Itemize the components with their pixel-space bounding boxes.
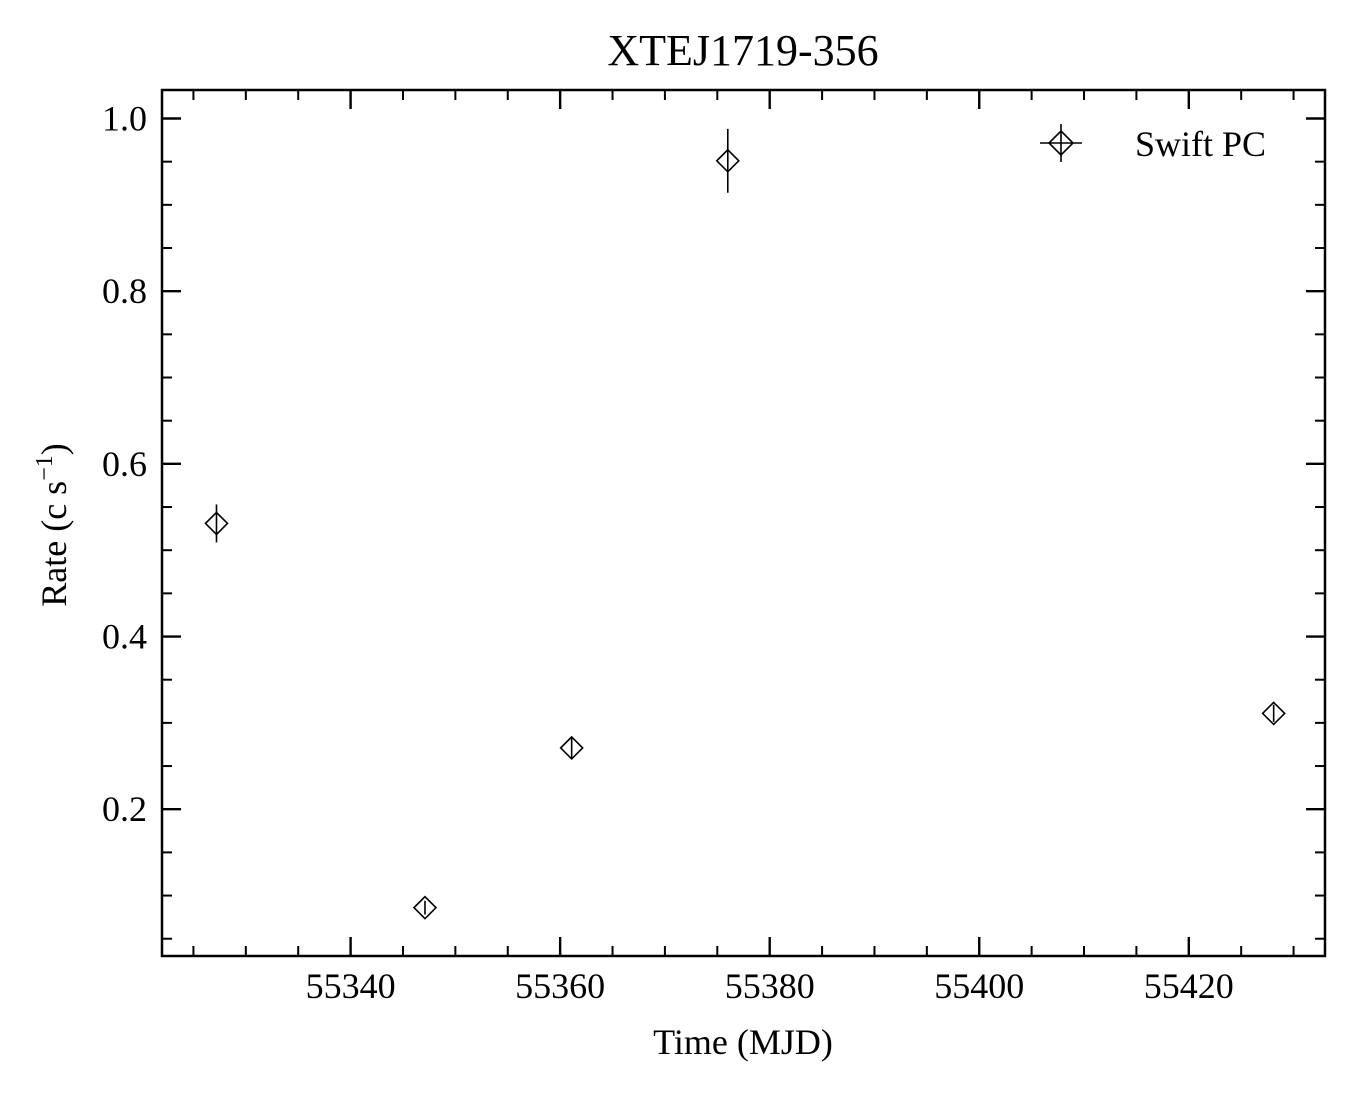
data-point xyxy=(715,128,740,193)
x-tick-label: 55400 xyxy=(934,966,1024,1006)
data-point xyxy=(412,895,438,920)
y-axis-label: Rate (c s−1) xyxy=(32,443,74,607)
legend-label: Swift PC xyxy=(1135,124,1266,164)
x-tick-labels: 55340 55360 55380 55400 55420 xyxy=(306,966,1234,1006)
y-axis-label-main: Rate (c s xyxy=(34,481,74,607)
y-tick-label: 0.4 xyxy=(102,617,147,657)
data-point xyxy=(204,504,229,543)
x-axis-label: Time (MJD) xyxy=(653,1022,833,1062)
y-tick-label: 0.6 xyxy=(102,444,147,484)
plot-frame xyxy=(160,88,1327,958)
y-major-ticks xyxy=(162,117,1325,811)
x-minor-ticks xyxy=(192,90,1295,956)
y-tick-label: 0.2 xyxy=(102,789,147,829)
x-tick-label: 55340 xyxy=(306,966,396,1006)
data-point xyxy=(1261,701,1286,726)
x-tick-label: 55360 xyxy=(515,966,605,1006)
data-point-marker xyxy=(412,895,438,920)
data-point-marker xyxy=(559,735,584,761)
x-major-ticks xyxy=(349,90,1190,956)
y-minor-ticks xyxy=(162,160,1325,940)
data-point-marker xyxy=(715,148,740,173)
y-tick-label: 0.8 xyxy=(102,271,147,311)
y-tick-labels: 0.2 0.4 0.6 0.8 1.0 xyxy=(102,98,147,829)
data-points xyxy=(204,128,1286,920)
y-axis-label-superscript: −1 xyxy=(32,455,58,481)
data-point-marker xyxy=(204,511,229,536)
data-point xyxy=(559,735,584,761)
x-tick-label: 55420 xyxy=(1144,966,1234,1006)
data-point-marker xyxy=(1261,701,1286,726)
y-tick-label: 1.0 xyxy=(102,98,147,138)
y-axis-label-close: ) xyxy=(34,443,74,455)
chart-title: XTEJ1719-356 xyxy=(607,26,878,75)
legend-marker-icon xyxy=(1047,129,1075,157)
legend: Swift PC xyxy=(1040,124,1266,164)
x-tick-label: 55380 xyxy=(725,966,815,1006)
